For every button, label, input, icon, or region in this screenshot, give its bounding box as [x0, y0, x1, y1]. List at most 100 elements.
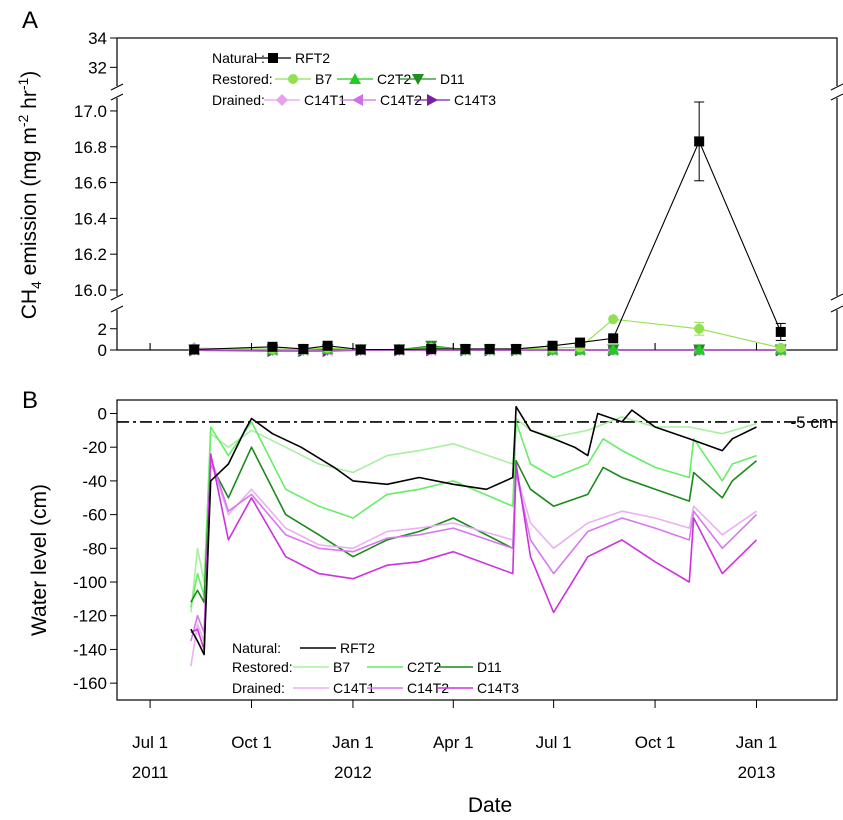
legend-item-label: C14T3 — [454, 92, 496, 108]
panel-a-ytick-label: 16.2 — [74, 245, 107, 264]
ylabel-end: ) — [18, 71, 41, 78]
legend-item-label: RFT2 — [295, 50, 330, 66]
panel-b-ytick-label: -120 — [73, 607, 107, 626]
panel-a-ytick-label: 32 — [88, 58, 107, 77]
data-point-rft2 — [322, 340, 333, 351]
axis-break-mark — [830, 293, 843, 301]
legend-marker — [268, 53, 278, 63]
data-point-rft2 — [426, 343, 437, 354]
legend-item-label: C14T1 — [333, 680, 375, 696]
legend-item-label: D11 — [477, 659, 502, 675]
panel-a-ytick-label: 16.4 — [74, 209, 107, 228]
panel-a-ytick-label: 0 — [98, 341, 107, 360]
reference-line-label: -5 cm — [791, 413, 834, 432]
ylabel-mid: emission (mg m — [18, 127, 41, 281]
panel-b-legend: Natural: RFT2 Restored: B7 C2T2 D11 Drained: C1… — [232, 640, 519, 696]
legend-marker — [276, 94, 288, 106]
data-point-rft2 — [298, 343, 309, 354]
legend-item-label: D11 — [440, 71, 465, 87]
legend-marker — [288, 74, 298, 84]
data-point-rft2 — [484, 343, 495, 354]
panel-a-ytick-label: 34 — [88, 29, 107, 48]
data-point-rft2 — [460, 343, 471, 354]
series-line-rft2 — [190, 405, 757, 656]
panel-b-ytick-label: -80 — [82, 539, 107, 558]
data-point-rft2 — [189, 344, 200, 355]
panel-b-ytick-label: -160 — [73, 674, 107, 693]
legend-item-label: C14T3 — [477, 680, 519, 696]
legend-item-label: C2T2 — [377, 71, 411, 87]
x-tick-year-label: 2011 — [132, 763, 169, 782]
panel-b-ytick-label: -20 — [82, 438, 107, 457]
panel-b-ytick-label: -140 — [73, 640, 107, 659]
legend-item-label: B7 — [333, 659, 350, 675]
panel-a-legend: Natural : RFT2 Restored: B7 C2T2 D11 Drained: C… — [212, 50, 496, 108]
panel-a-ylabel: CH4 emission (mg m-2 hr-1) — [15, 71, 44, 320]
series-line-b7 — [190, 416, 757, 613]
panel-a-ytick-label: 17.0 — [74, 102, 107, 121]
ylabel-sup1: -2 — [15, 114, 31, 127]
legend-item-label: C2T2 — [407, 659, 441, 675]
legend-group-label: Drained: — [212, 92, 265, 108]
data-point-b7 — [694, 323, 705, 334]
data-point-b7 — [608, 314, 619, 325]
panel-b-ytick-label: -40 — [82, 472, 107, 491]
axis-break-gap — [113, 86, 121, 98]
data-point-rft2 — [608, 333, 619, 344]
panel-a-plot: 0 2 16.0 16.2 16.4 16.6 16.8 17.0 32 34 Natural : R… — [74, 29, 843, 360]
series-line-c2t2 — [190, 421, 757, 608]
data-point-rft2 — [547, 340, 558, 351]
data-point-b7 — [775, 342, 786, 353]
x-tick-label: Apr 1 — [433, 733, 474, 752]
axis-break-mark — [830, 305, 843, 313]
legend-marker — [349, 73, 361, 84]
legend-item-label: RFT2 — [340, 640, 375, 656]
data-point-c2t2 — [693, 343, 706, 355]
legend-item-label: C14T2 — [407, 680, 449, 696]
panel-b-frame — [116, 399, 838, 701]
ylabel-sub: 4 — [28, 281, 44, 289]
legend-group-label: Natural : — [212, 50, 265, 66]
series-line-c14t2 — [190, 456, 758, 642]
panel-a-label: A — [22, 7, 38, 34]
legend-item-label: C14T2 — [380, 92, 422, 108]
data-point-rft2 — [694, 136, 705, 147]
data-point-rft2 — [394, 344, 405, 355]
panel-b-plot: 0 -20 -40 -60 -80 -100 -120 -140 -160 Jul 1 2011 Oc… — [73, 343, 838, 782]
legend-group-label: Restored: — [212, 71, 273, 87]
axis-break-mark — [830, 93, 843, 101]
data-point-c2t2 — [607, 343, 620, 355]
axis-break-mark — [830, 83, 843, 91]
data-point-rft2 — [267, 341, 278, 352]
legend-marker — [412, 74, 424, 85]
data-point-rft2 — [575, 337, 586, 348]
panel-b-ytick-label: -100 — [73, 573, 107, 592]
legend-group-label: Restored: — [232, 659, 293, 675]
data-point-rft2 — [775, 326, 786, 337]
x-tick-label: Jan 1 — [736, 733, 778, 752]
x-tick-label: Jan 1 — [332, 733, 374, 752]
x-tick-label: Oct 1 — [231, 733, 272, 752]
ylabel-sup2: -1 — [15, 77, 31, 90]
axis-break-mark — [110, 293, 124, 301]
panel-a-ytick-label: 16.0 — [74, 281, 107, 300]
series-line-rft2 — [194, 140, 782, 351]
panel-b-ytick-label: -60 — [82, 506, 107, 525]
ylabel-mid2: hr — [18, 90, 41, 115]
legend-marker — [427, 94, 438, 106]
axis-break-mark — [110, 93, 124, 101]
panel-b-ytick-label: 0 — [98, 404, 107, 423]
legend-item-label: C14T1 — [304, 92, 346, 108]
x-axis-label: Date — [468, 794, 512, 817]
axis-break-gap — [113, 296, 121, 310]
data-point-rft2 — [355, 344, 366, 355]
x-tick-year-label: 2013 — [738, 763, 776, 782]
legend-marker — [352, 94, 363, 106]
panel-b-label: B — [22, 387, 38, 414]
legend-group-label: Drained: — [232, 680, 285, 696]
axis-break-gap — [833, 86, 841, 98]
ylabel-main: CH — [18, 289, 41, 319]
axis-break-gap — [833, 296, 841, 310]
x-tick-year-label: 2012 — [334, 763, 372, 782]
